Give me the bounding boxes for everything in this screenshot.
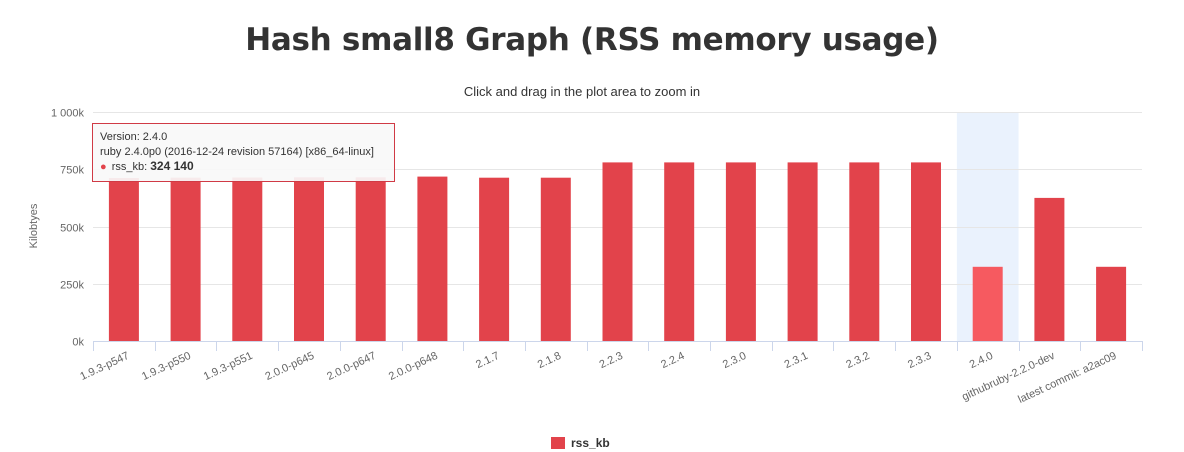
x-tick-label: 2.3.0 <box>721 350 748 371</box>
x-tick-label: 2.0.0-p647 <box>325 350 378 383</box>
x-tick-label: 2.0.0-p648 <box>387 350 440 383</box>
legend-swatch <box>551 437 565 449</box>
x-tick-label: 2.4.0 <box>968 350 995 371</box>
bar[interactable] <box>232 177 263 342</box>
y-axis-title: Kilobtyes <box>28 203 40 248</box>
bar[interactable] <box>972 266 1003 341</box>
chart-subtitle: Click and drag in the plot area to zoom … <box>463 84 701 99</box>
x-tick-label: 1.9.3-p550 <box>140 350 193 383</box>
legend-label: rss_kb <box>571 436 610 450</box>
x-tick-label: 2.3.1 <box>783 350 810 371</box>
x-tick-label: 1.9.3-p551 <box>202 350 255 383</box>
y-tick-label: 1 000k <box>51 108 85 120</box>
bar[interactable] <box>417 176 448 341</box>
y-tick-label: 500k <box>60 223 84 235</box>
bar[interactable] <box>540 177 571 341</box>
bar[interactable] <box>355 177 386 341</box>
y-tick-label: 0k <box>72 337 84 349</box>
x-tick-label: 2.2.4 <box>659 350 686 371</box>
chart-title: Hash small8 Graph (RSS memory usage) <box>245 22 939 58</box>
bar[interactable] <box>911 162 941 341</box>
legend-item-rss-kb[interactable]: rss_kb <box>551 436 610 450</box>
bar[interactable] <box>108 178 139 341</box>
x-tick-label: 2.1.7 <box>474 350 501 371</box>
x-tick-label: 1.9.3-p547 <box>78 350 131 383</box>
x-tick-label: 2.2.3 <box>598 350 625 371</box>
bar[interactable] <box>479 177 510 341</box>
y-tick-label: 750k <box>60 165 84 177</box>
bar[interactable] <box>787 162 818 341</box>
bar[interactable] <box>602 162 633 341</box>
bar[interactable] <box>849 162 880 341</box>
tooltip-series-label: rss_kb: <box>111 161 148 173</box>
tooltip-description: ruby 2.4.0p0 (2016-12-24 revision 57164)… <box>100 145 374 158</box>
x-tick-label: 2.1.8 <box>536 350 563 371</box>
x-tick-label: 2.0.0-p645 <box>263 350 316 383</box>
bar[interactable] <box>664 162 695 341</box>
y-tick-label: 250k <box>60 280 84 292</box>
bar[interactable] <box>1034 197 1065 341</box>
x-tick-label: 2.3.3 <box>906 350 933 371</box>
bar[interactable] <box>294 177 324 341</box>
series-dot-icon: ● <box>100 161 107 173</box>
tooltip-value-row: ● rss_kb: 324 140 <box>100 159 387 175</box>
tooltip: Version: 2.4.0 ruby 2.4.0p0 (2016-12-24 … <box>92 123 395 182</box>
bar[interactable] <box>170 177 201 341</box>
bar[interactable] <box>1096 266 1127 341</box>
bar[interactable] <box>725 162 756 341</box>
tooltip-version: Version: 2.4.0 <box>100 131 168 143</box>
x-tick-label: 2.3.2 <box>844 350 871 371</box>
tooltip-value: 324 140 <box>150 159 194 173</box>
